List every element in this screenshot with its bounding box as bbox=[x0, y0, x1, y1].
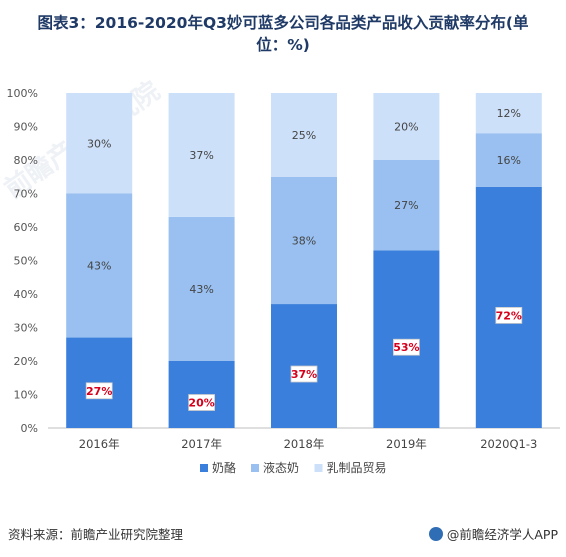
data-label: 37% bbox=[189, 149, 213, 162]
data-label: 16% bbox=[497, 154, 521, 167]
data-label: 38% bbox=[292, 234, 316, 247]
brand-credit: @前瞻经济学人APP bbox=[428, 524, 558, 543]
bar-segment-2 bbox=[66, 193, 133, 338]
stacked-bar-chart: 0% 10% 20% 30% 40% 50% 60% 70% 80% 90% 100% 27% 43% 3… bbox=[7, 87, 560, 475]
y-tick-label: 90% bbox=[14, 121, 38, 134]
y-tick-label: 80% bbox=[14, 154, 38, 167]
data-label-box bbox=[392, 338, 420, 356]
x-tick-label: 2016年 bbox=[79, 437, 120, 451]
x-tick-label: 2019年 bbox=[386, 437, 427, 451]
bar-segment-3 bbox=[271, 93, 337, 177]
bar-segment-3 bbox=[66, 93, 133, 194]
x-tick-label: 2017年 bbox=[181, 437, 222, 451]
source-note: 资料来源：前瞻产业研究院整理 bbox=[8, 527, 184, 542]
data-label-box bbox=[85, 382, 113, 400]
bar-segment-3 bbox=[475, 93, 542, 134]
data-label: 43% bbox=[189, 283, 213, 296]
x-tick-label: 2018年 bbox=[284, 437, 325, 451]
y-tick-label: 40% bbox=[14, 288, 38, 301]
legend-label-3: 乳制品贸易 bbox=[327, 461, 387, 475]
y-tick-label: 30% bbox=[14, 322, 38, 335]
x-tick-label: 2020Q1-3 bbox=[480, 437, 537, 451]
legend-swatch-2 bbox=[251, 464, 259, 472]
data-label: 20% bbox=[188, 397, 214, 410]
brand-logo-icon bbox=[428, 526, 443, 541]
chart-title: 图表3：2016-2020年Q3妙可蓝多公司各品类产品收入贡献率分布(单 位：%… bbox=[0, 12, 566, 56]
footer: 资料来源：前瞻产业研究院整理 @前瞻经济学人APP bbox=[0, 524, 566, 554]
bar-segment-2 bbox=[168, 216, 235, 361]
data-label: 37% bbox=[291, 368, 317, 381]
data-label: 12% bbox=[497, 107, 521, 120]
chart-title-line1: 图表3：2016-2020年Q3妙可蓝多公司各品类产品收入贡献率分布(单 bbox=[37, 14, 529, 32]
data-label: 72% bbox=[496, 309, 522, 322]
bar-segment-2 bbox=[373, 160, 440, 251]
data-label: 20% bbox=[394, 121, 418, 134]
y-tick-label: 0% bbox=[21, 422, 38, 435]
data-label: 27% bbox=[86, 385, 112, 398]
bar-segment-2 bbox=[475, 133, 542, 187]
y-tick-label: 20% bbox=[14, 355, 38, 368]
chart-title-line2: 位：%) bbox=[256, 36, 310, 54]
bar-segment-3 bbox=[168, 93, 235, 217]
legend-label-1: 奶酪 bbox=[212, 460, 236, 475]
data-label-box bbox=[290, 365, 318, 383]
legend-label-2: 液态奶 bbox=[263, 460, 299, 475]
data-label: 25% bbox=[292, 129, 316, 142]
y-tick-label: 10% bbox=[14, 389, 38, 402]
data-label-box bbox=[188, 394, 216, 411]
y-tick-label: 50% bbox=[14, 255, 38, 268]
bar-segment-3 bbox=[373, 93, 440, 160]
legend-swatch-1 bbox=[200, 464, 208, 472]
data-label: 53% bbox=[393, 341, 419, 354]
data-label: 27% bbox=[394, 199, 418, 212]
bar-segment-2 bbox=[271, 176, 337, 305]
brand-text: @前瞻经济学人APP bbox=[446, 527, 558, 542]
y-tick-label: 100% bbox=[7, 87, 38, 100]
data-label: 43% bbox=[87, 260, 111, 273]
y-tick-label: 60% bbox=[14, 221, 38, 234]
y-tick-label: 70% bbox=[14, 188, 38, 201]
legend-swatch-3 bbox=[314, 464, 323, 472]
data-label-box bbox=[495, 306, 523, 324]
data-label: 30% bbox=[87, 137, 111, 150]
